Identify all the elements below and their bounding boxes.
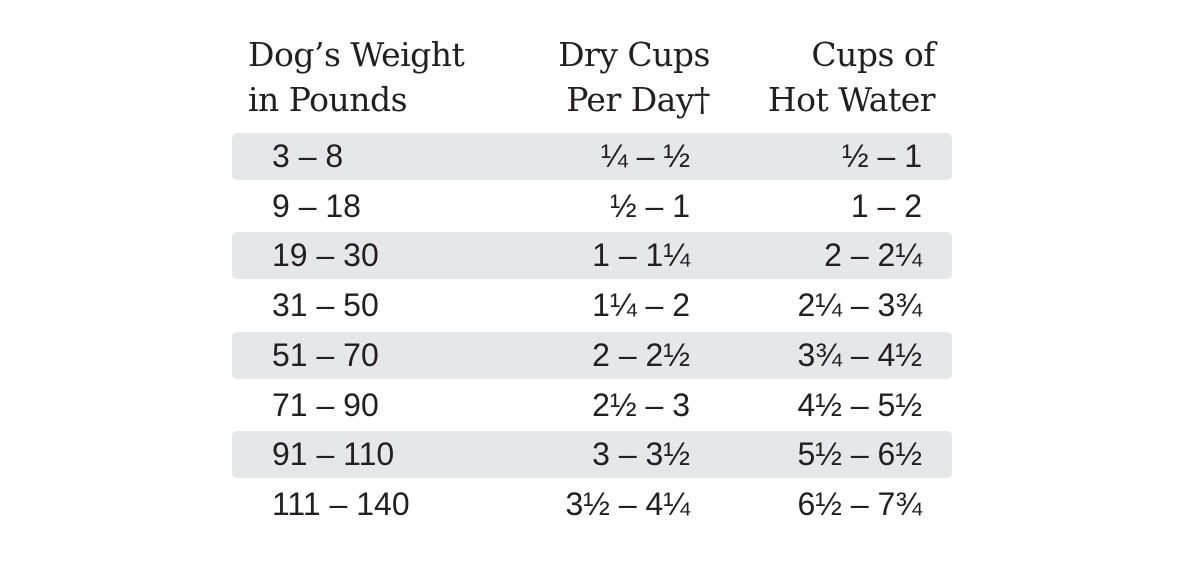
header-line: Dry Cups xyxy=(558,35,710,74)
table-cell: 9 – 18 xyxy=(272,187,361,224)
table-cell: 6½ – 7¾ xyxy=(797,485,922,522)
header-line: Per Day† xyxy=(566,80,710,119)
table-cell: ¼ – ½ xyxy=(601,138,690,174)
table-cell: ½ – 1 xyxy=(841,138,922,174)
table-cell: 2½ – 3 xyxy=(592,386,690,423)
table-cell: 3¾ – 4½ xyxy=(797,336,922,373)
table-cell: 51 – 70 xyxy=(272,336,379,373)
header-line: Dog’s Weight xyxy=(248,35,465,74)
table-row: 19 – 30 1 – 1¼ 2 – 2¼ xyxy=(232,232,952,280)
header-weight: Dog’s Weight in Pounds xyxy=(248,32,465,122)
table-cell: 91 – 110 xyxy=(272,436,395,473)
table-cell: 111 – 140 xyxy=(272,485,410,522)
table-cell: ½ – 1 xyxy=(609,187,690,224)
table-cell: 5½ – 6½ xyxy=(797,436,922,473)
header-line: Cups of xyxy=(811,35,935,74)
table-cell: 3½ – 4¼ xyxy=(565,485,690,522)
table-cell: 1 – 1¼ xyxy=(592,237,690,274)
table-cell: 3 – 3½ xyxy=(592,436,690,473)
table-cell: 1 – 2 xyxy=(850,187,922,224)
table-row: 51 – 70 2 – 2½ 3¾ – 4½ xyxy=(232,331,952,379)
table-cell: 4½ – 5½ xyxy=(797,386,922,423)
table-cell: 2 – 2¼ xyxy=(824,237,922,274)
table-row: 111 – 140 3½ – 4¼ 6½ – 7¾ xyxy=(232,481,952,528)
table-row: 3 – 8 ¼ – ½ ½ – 1 xyxy=(232,133,952,180)
header-hot-water: Cups of Hot Water xyxy=(767,32,936,122)
table-cell: 31 – 50 xyxy=(272,287,379,324)
header-line: Hot Water xyxy=(767,80,936,119)
table-row: 9 – 18 ½ – 1 1 – 2 xyxy=(232,183,952,230)
table-row: 91 – 110 3 – 3½ 5½ – 6½ xyxy=(232,431,952,479)
header-dry-cups: Dry Cups Per Day† xyxy=(558,32,710,122)
table-cell: 19 – 30 xyxy=(272,237,379,274)
table-cell: 1¼ – 2 xyxy=(592,287,690,324)
table-cell: 71 – 90 xyxy=(272,386,379,423)
table-cell: 2¼ – 3¾ xyxy=(797,287,922,324)
table-row: 71 – 90 2½ – 3 4½ – 5½ xyxy=(232,382,952,429)
table-row: 31 – 50 1¼ – 2 2¼ – 3¾ xyxy=(232,282,952,329)
table-cell: 2 – 2½ xyxy=(592,336,690,373)
table-cell: 3 – 8 xyxy=(272,138,344,174)
header-line: in Pounds xyxy=(248,80,408,119)
